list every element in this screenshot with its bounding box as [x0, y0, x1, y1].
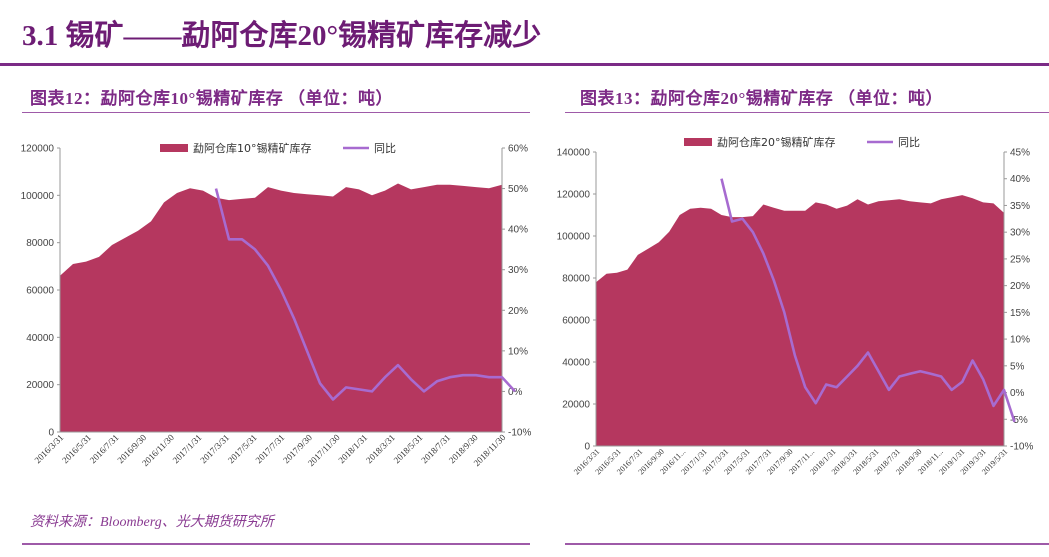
c12-ytick-right: 60%	[508, 144, 528, 155]
c12-xtick: 2017/3/31	[198, 432, 231, 465]
bottom-divider-right	[565, 543, 1049, 545]
c12-legend-area-swatch	[160, 144, 188, 152]
c13-ytick-left: 40000	[562, 358, 590, 369]
c12-ytick-right: 30%	[508, 265, 528, 276]
figure-13-title-rule	[565, 112, 1049, 113]
c12-ytick-right: 10%	[508, 346, 528, 357]
page-title: 3.1 锡矿——勐阿仓库20°锡精矿库存减少	[22, 20, 542, 52]
c13-ytick-left: 20000	[562, 400, 590, 411]
c12-xtick: 2018/5/31	[392, 432, 425, 465]
c13-ytick-left: 60000	[562, 316, 590, 327]
title-divider	[0, 63, 1049, 66]
c13-ytick-right: 35%	[1010, 201, 1030, 212]
c12-ytick-left: 60000	[26, 286, 54, 297]
c12-ytick-right: 20%	[508, 306, 528, 317]
c13-ytick-right: 40%	[1010, 174, 1030, 185]
c12-ytick-left: 80000	[26, 238, 54, 249]
chart-10deg-svg: 0 20000 40000 60000 80000 100000 120000 -10% 0% 1…	[21, 141, 532, 468]
c12-xtick: 2017/7/31	[254, 432, 287, 465]
c13-ytick-right: 5%	[1010, 361, 1025, 372]
c12-ytick-right: -10%	[508, 428, 531, 439]
c12-legend-line-label: 同比	[374, 142, 396, 155]
c13-ytick-right: 30%	[1010, 228, 1030, 239]
c12-legend-area-label: 勐阿仓库10°锡精矿库存	[193, 141, 312, 155]
c12-xtick: 2016/5/31	[60, 432, 93, 465]
c13-ytick-right: 25%	[1010, 254, 1030, 265]
chart-10deg-stock: 0 20000 40000 60000 80000 100000 120000 -10% 0% 1…	[10, 128, 545, 498]
c12-ytick-right: 40%	[508, 225, 528, 236]
bottom-divider-left	[22, 543, 530, 545]
c12-xtick: 2016/7/31	[88, 432, 121, 465]
figure-13-title: 图表13：勐阿仓库20°锡精矿库存 （单位：吨）	[580, 89, 944, 108]
chart-20deg-stock: 0 20000 40000 60000 80000 100000 120000 140000 -…	[552, 128, 1049, 498]
c13-ytick-right: 0%	[1010, 388, 1025, 399]
c13-legend-line-label: 同比	[898, 136, 920, 149]
c12-ytick-left: 40000	[26, 333, 54, 344]
c13-legend-area-label: 勐阿仓库20°锡精矿库存	[717, 135, 836, 149]
c13-ytick-right: -10%	[1010, 442, 1033, 453]
c12-xtick: 2017/1/31	[171, 432, 204, 465]
c12-xtick: 2018/3/31	[364, 432, 397, 465]
c13-ytick-left: 120000	[557, 190, 591, 201]
c13-ytick-left: 0	[584, 442, 590, 453]
c12-xtick: 2018/7/31	[419, 432, 452, 465]
c12-ytick-left: 20000	[26, 380, 54, 391]
c12-ytick-left: 0	[48, 428, 54, 439]
c13-ytick-right: 45%	[1010, 148, 1030, 159]
c12-ytick-right: 50%	[508, 184, 528, 195]
c13-ytick-left: 80000	[562, 274, 590, 285]
c13-yoy-line	[720, 178, 1016, 423]
c12-xtick: 2018/1/31	[336, 432, 369, 465]
c13-ytick-right: 15%	[1010, 308, 1030, 319]
c13-ytick-right: 20%	[1010, 281, 1030, 292]
c13-ytick-left: 100000	[557, 232, 591, 243]
c12-ytick-left: 120000	[21, 144, 55, 155]
c12-area-series	[60, 183, 502, 432]
c12-ytick-left: 100000	[21, 191, 55, 202]
c13-ytick-left: 140000	[557, 148, 591, 159]
c13-legend-area-swatch	[684, 138, 712, 146]
c13-ytick-right: -5%	[1010, 415, 1028, 426]
c13-ytick-right: 10%	[1010, 335, 1030, 346]
chart-20deg-svg: 0 20000 40000 60000 80000 100000 120000 140000 -…	[557, 135, 1034, 476]
figure-12-title: 图表12：勐阿仓库10°锡精矿库存 （单位：吨）	[30, 89, 394, 108]
c12-ytick-right: 0%	[508, 387, 523, 398]
c12-xtick: 2017/5/31	[226, 432, 259, 465]
c13-area-series	[596, 195, 1004, 446]
c12-yoy-line	[214, 188, 516, 401]
figure-12-title-rule	[22, 112, 530, 113]
source-note: 资料来源：Bloomberg、光大期货研究所	[30, 515, 274, 530]
